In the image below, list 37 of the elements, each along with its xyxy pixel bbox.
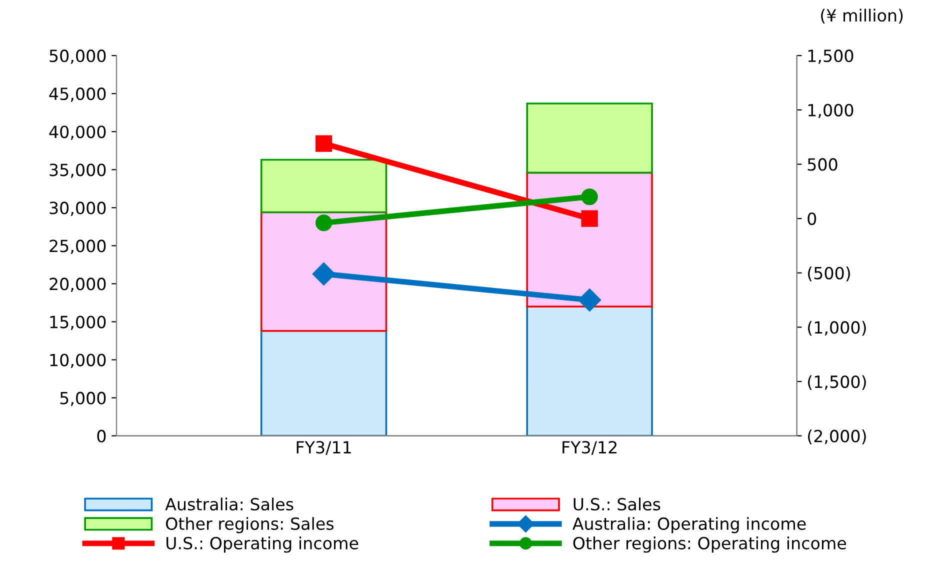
y-tick-label: 30,000 <box>50 202 106 216</box>
point <box>315 135 332 152</box>
y-tick-label: 45,000 <box>49 88 106 102</box>
y2-tick-label: (1,500) <box>808 375 866 390</box>
y2-tick-label: (1,000) <box>808 320 866 336</box>
y2-tick-label: 500 <box>808 158 838 171</box>
y2-tick-label: 0 <box>808 212 816 226</box>
y-tick-label: 50,000 <box>50 50 106 64</box>
y-tick-label: 10,000 <box>50 354 106 368</box>
y-tick-label: 5,000 <box>60 392 106 406</box>
y2-tick-label: 1,000 <box>808 104 854 118</box>
y2-tick-label: 1,500 <box>808 50 854 64</box>
point <box>581 210 598 227</box>
bar <box>260 330 388 436</box>
point <box>581 188 598 206</box>
y-tick-label: 0 <box>97 430 106 442</box>
legend-label: U.S.: Sales <box>574 498 660 511</box>
x-tick-label: FY3/11 <box>296 440 351 455</box>
text: (¥ million) <box>821 8 903 24</box>
y-tick-label: 15,000 <box>50 316 106 330</box>
legend-label: U.S.: Operating income <box>166 536 358 553</box>
point <box>312 262 336 286</box>
legend-label: Australia: Operating income <box>572 517 806 534</box>
y-tick-label: 40,000 <box>49 126 106 140</box>
x-tick-label: FY3/12 <box>562 440 616 455</box>
y-tick-label: 20,000 <box>50 278 106 292</box>
y-tick-label: 25,000 <box>50 240 106 254</box>
y2-tick-label: (500) <box>808 266 850 282</box>
point <box>578 288 602 312</box>
bar <box>260 211 388 332</box>
y2-tick-label: (2,000) <box>808 430 866 444</box>
y-tick-label: 35,000 <box>50 164 106 178</box>
bar <box>526 102 653 174</box>
legend-label: Other regions: Sales <box>166 517 334 534</box>
legend-label: Other regions: Operating income <box>573 536 846 553</box>
point <box>315 214 332 232</box>
legend-label: Australia: Sales <box>165 498 294 511</box>
